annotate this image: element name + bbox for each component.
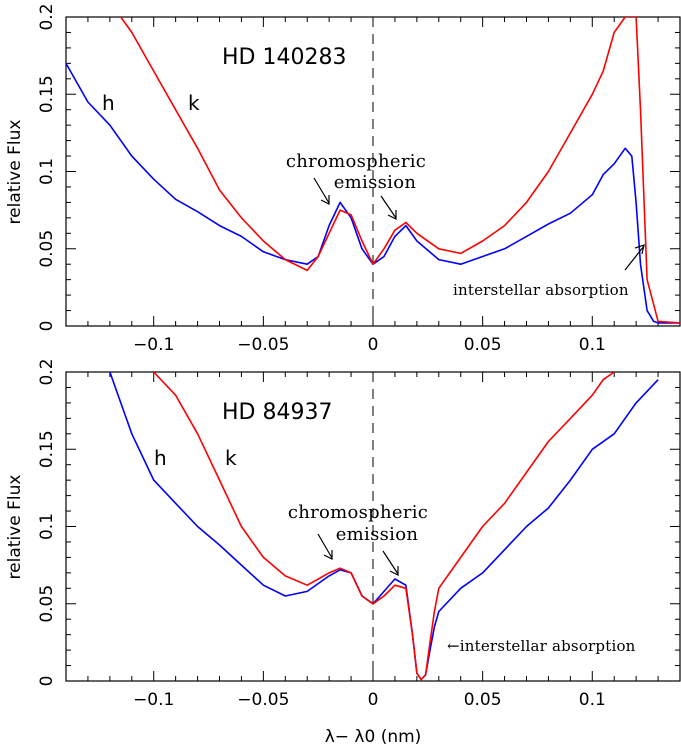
chromospheric-label: chromospheric (286, 151, 426, 172)
y-axis-title: relative Flux (5, 475, 25, 580)
absorption-arrow (624, 244, 645, 271)
y-tick-label: 0.15 (37, 75, 57, 113)
x-tick-label: −0.05 (237, 335, 289, 355)
star-label: HD 84937 (222, 400, 332, 425)
y-axis-ticks: 0 0.05 0.1 0.15 0.2 (37, 358, 680, 686)
x-axis-title: λ− λ0 (nm) (325, 727, 422, 747)
x-tick-label: 0.05 (464, 690, 502, 710)
h-line-label: h (102, 91, 115, 115)
series-layer (66, 17, 680, 324)
k-line-label: k (225, 446, 237, 470)
series-line-h-blue (109, 372, 659, 681)
emission-label: emission (334, 172, 417, 193)
y-tick-label: 0.05 (37, 585, 57, 623)
series-layer (109, 372, 659, 681)
absorption-label: ←interstellar absorption (447, 637, 636, 655)
x-axis-ticks: −0.1 −0.05 0 0.05 0.1 (65, 372, 681, 710)
y-tick-label: 0.1 (37, 158, 57, 185)
x-tick-label: −0.1 (133, 690, 174, 710)
x-tick-label: 0.05 (464, 335, 502, 355)
x-tick-label: 0.1 (579, 335, 606, 355)
chromo-arrow-right (382, 550, 399, 576)
emission-label: emission (336, 524, 419, 545)
y-tick-label: 0 (37, 676, 57, 687)
y-axis-title: relative Flux (5, 120, 25, 225)
x-tick-label: 0 (368, 690, 379, 710)
y-tick-label: 0 (37, 321, 57, 332)
x-tick-label: 0.1 (579, 690, 606, 710)
y-tick-label: 0.05 (37, 230, 57, 268)
x-tick-label: −0.05 (237, 690, 289, 710)
k-line-label: k (188, 91, 200, 115)
chromo-arrow-left (313, 177, 330, 205)
y-tick-label: 0.15 (37, 430, 57, 468)
series-line-k-red (120, 17, 680, 324)
panel-hd84937: −0.1 −0.05 0 0.05 0.1 0 0.05 0.1 0.15 0.2 relati… (5, 358, 681, 747)
series-line-h-blue (66, 63, 680, 324)
x-axis-ticks: −0.1 −0.05 0 0.05 0.1 (65, 17, 681, 355)
panel-hd140283: −0.1 −0.05 0 0.05 0.1 0 0.05 0.1 0.15 0.2 relati… (5, 3, 681, 355)
x-tick-label: −0.1 (133, 335, 174, 355)
chromo-arrow-left (317, 533, 333, 560)
y-tick-label: 0.2 (37, 358, 57, 385)
y-tick-label: 0.1 (37, 513, 57, 540)
star-label: HD 140283 (222, 45, 346, 70)
chromo-arrow-right (380, 195, 397, 220)
absorption-label: interstellar absorption (453, 281, 629, 299)
chromospheric-label: chromospheric (288, 502, 428, 523)
h-line-label: h (154, 446, 167, 470)
y-axis-ticks: 0 0.05 0.1 0.15 0.2 (37, 3, 680, 331)
y-tick-label: 0.2 (37, 3, 57, 30)
series-line-k-red (153, 372, 615, 681)
x-tick-label: 0 (368, 335, 379, 355)
